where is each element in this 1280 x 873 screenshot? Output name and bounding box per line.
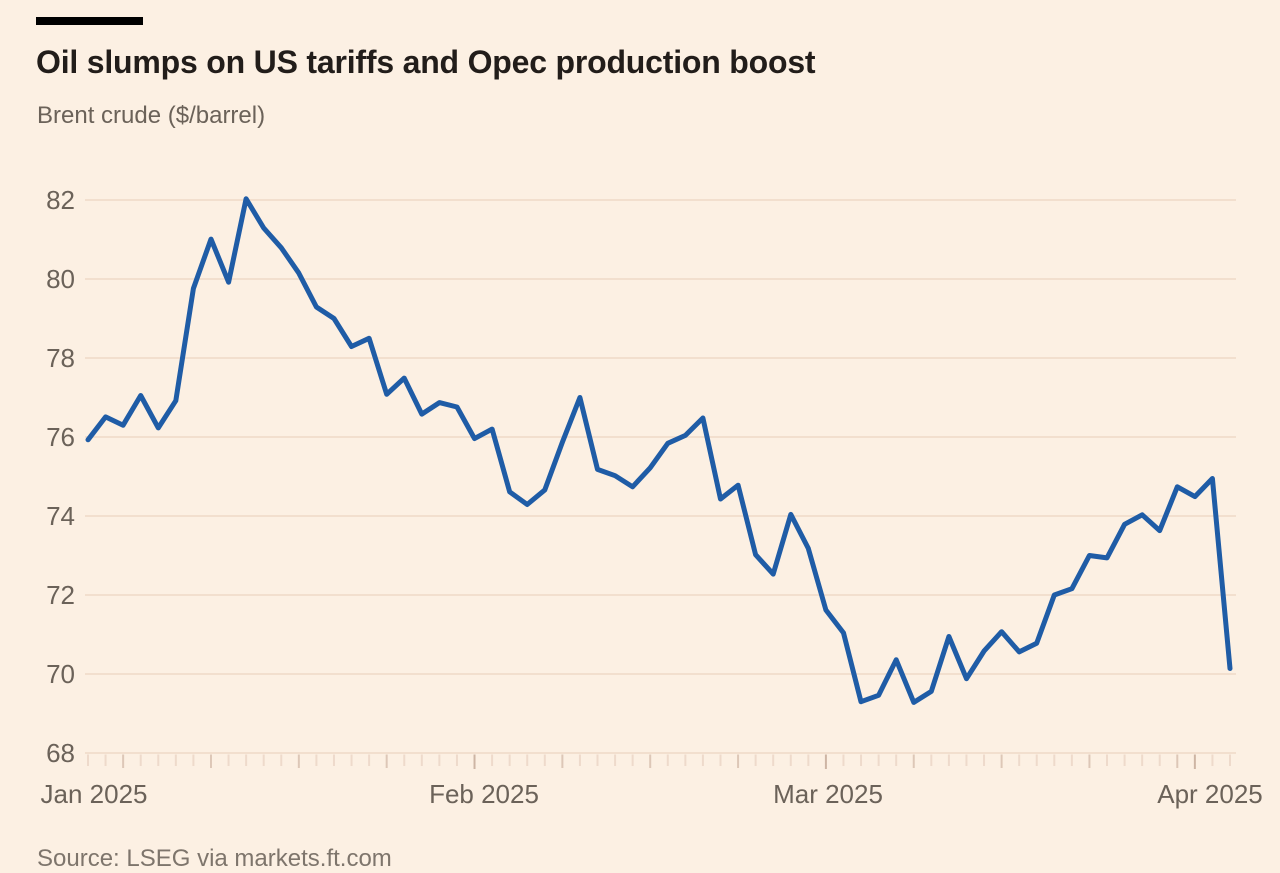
x-axis-label: Mar 2025: [773, 779, 883, 809]
y-axis-label: 78: [46, 343, 75, 373]
y-axis-label: 70: [46, 659, 75, 689]
x-axis-label: Feb 2025: [429, 779, 539, 809]
x-axis-label: Jan 2025: [41, 779, 148, 809]
page-title: Oil slumps on US tariffs and Opec produc…: [36, 44, 816, 80]
y-axis-label: 82: [46, 185, 75, 215]
y-axis-label: 72: [46, 580, 75, 610]
x-axis-label: Apr 2025: [1157, 779, 1263, 809]
accent-bar: [36, 17, 143, 25]
price-line: [85, 196, 1233, 705]
y-axis-label: 80: [46, 264, 75, 294]
chart-subtitle: Brent crude ($/barrel): [37, 102, 266, 129]
y-axis-label: 76: [46, 422, 75, 452]
source-label: Source: LSEG via markets.ft.com: [37, 845, 392, 872]
y-axis-label: 68: [46, 738, 75, 768]
y-axis-label: 74: [46, 501, 75, 531]
